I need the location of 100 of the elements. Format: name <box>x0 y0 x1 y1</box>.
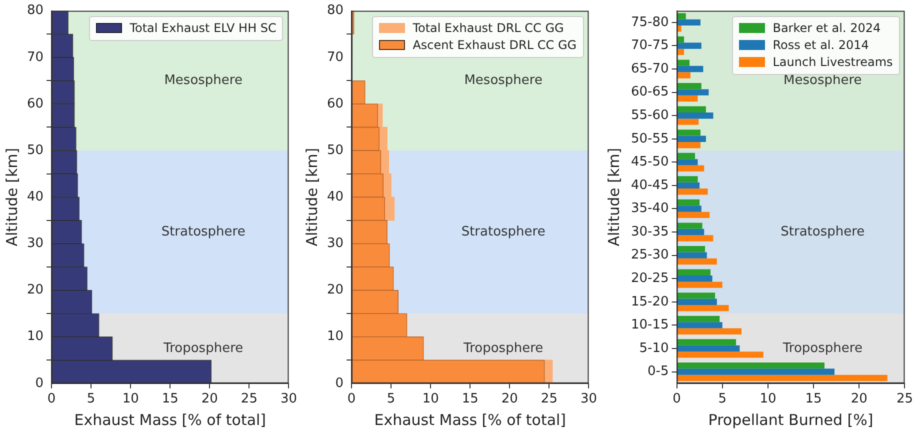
x-tick-label: 5 <box>386 392 396 407</box>
bar <box>677 82 702 90</box>
band-label: Stratosphere <box>461 224 546 240</box>
y-tick-label: 10 <box>326 329 344 344</box>
x-tick-label: 25 <box>240 392 258 407</box>
y-tick-label: 80 <box>26 3 44 18</box>
y-tick-label: 30 <box>26 236 44 252</box>
legend-label: Ascent Exhaust DRL CC GG <box>412 38 577 52</box>
bar <box>677 316 720 322</box>
bar <box>677 212 710 218</box>
y-tick-label: 60-65 <box>630 84 669 100</box>
bar <box>677 106 706 112</box>
x-tick-label: 10 <box>422 392 439 407</box>
legend-label: Barker et al. 2024 <box>772 21 881 36</box>
x-tick-label: 25 <box>540 392 558 407</box>
y-tick-label: 20-25 <box>630 270 669 286</box>
bar <box>677 159 698 166</box>
y-tick-label: 40 <box>26 189 44 204</box>
bar <box>677 176 698 182</box>
band-label: Troposphere <box>462 340 544 356</box>
bar <box>677 136 706 142</box>
y-tick-label: 70-75 <box>630 38 669 54</box>
y-tick-label: 5-10 <box>639 340 669 356</box>
bar <box>677 258 717 265</box>
y-tick-label: 40 <box>326 189 344 204</box>
bar <box>677 322 722 328</box>
y-tick-label: 10 <box>26 329 44 344</box>
x-tick-label: 30 <box>580 392 597 407</box>
y-tick-label: 75-80 <box>630 14 669 30</box>
x-tick-label: 20 <box>201 392 218 407</box>
y-tick-label: 40-45 <box>630 178 669 193</box>
x-tick-label: 15 <box>805 392 822 407</box>
x-tick-label: 15 <box>162 392 178 407</box>
y-tick-label: 30 <box>326 236 344 252</box>
x-tick-label: 20 <box>850 392 868 407</box>
x-tick-label: 10 <box>122 392 139 407</box>
bar <box>677 66 704 72</box>
y-tick-label: 30-35 <box>630 224 669 240</box>
band-label: Stratosphere <box>161 224 246 240</box>
y-tick-label: 50 <box>326 142 344 158</box>
bar <box>677 152 696 160</box>
y-axis-title: Altitude [km] <box>2 148 21 246</box>
band-label: Mesosphere <box>464 73 542 88</box>
bar <box>677 282 722 288</box>
x-tick-label: 5 <box>718 392 727 407</box>
bar <box>677 95 698 102</box>
legend-label: Ross et al. 2014 <box>772 38 869 52</box>
y-tick-label: 20 <box>26 282 44 298</box>
x-tick-label: 10 <box>760 392 776 407</box>
y-tick-label: 55-60 <box>630 108 669 123</box>
legend-label: Total Exhaust DRL CC GG <box>412 21 564 36</box>
y-tick-label: 45-50 <box>630 154 669 170</box>
bar <box>677 26 682 32</box>
bar <box>677 292 716 299</box>
x-axis-title: Propellant Burned [%] <box>708 410 874 429</box>
bar <box>677 72 690 78</box>
bar <box>677 252 707 258</box>
bar <box>677 298 717 305</box>
y-tick-label: 65-70 <box>630 61 669 76</box>
bar <box>677 339 736 346</box>
y-tick-label: 60 <box>26 96 44 112</box>
x-tick-label: 25 <box>896 392 913 407</box>
bar <box>677 222 702 229</box>
y-tick-label: 50 <box>26 142 44 158</box>
bar <box>677 60 690 66</box>
y-tick-label: 35-40 <box>630 201 669 216</box>
bar <box>677 182 700 189</box>
x-tick-label: 0 <box>47 392 56 407</box>
y-axis-title: Altitude [km] <box>302 148 321 246</box>
bar <box>677 42 702 49</box>
bar <box>677 305 729 312</box>
bar <box>677 345 740 352</box>
y-tick-label: 20 <box>326 282 344 298</box>
bar <box>677 112 714 119</box>
y-tick-label: 70 <box>326 50 344 65</box>
x-tick-label: 30 <box>280 392 297 407</box>
y-tick-label: 10-15 <box>630 318 669 333</box>
bar <box>677 352 764 358</box>
y-tick-label: 0 <box>35 376 44 391</box>
bar <box>677 235 714 242</box>
bar <box>677 188 708 195</box>
x-axis-title: Exhaust Mass [% of total] <box>74 410 266 429</box>
y-tick-label: 70 <box>26 50 44 65</box>
x-tick-label: 5 <box>86 392 96 407</box>
bar <box>677 246 706 252</box>
x-tick-label: 0 <box>672 392 681 407</box>
bar <box>677 89 709 96</box>
bar <box>677 374 888 382</box>
bar <box>677 118 699 125</box>
bar <box>677 368 835 375</box>
y-tick-label: 0-5 <box>648 364 669 380</box>
bar <box>677 362 824 369</box>
band-label: Stratosphere <box>780 224 865 240</box>
band-label: Troposphere <box>162 340 244 356</box>
band-label: Mesosphere <box>784 73 862 88</box>
bar <box>677 276 712 282</box>
bar <box>677 199 700 206</box>
bar <box>677 206 702 212</box>
x-tick-label: 20 <box>501 392 518 407</box>
bar <box>677 228 704 236</box>
